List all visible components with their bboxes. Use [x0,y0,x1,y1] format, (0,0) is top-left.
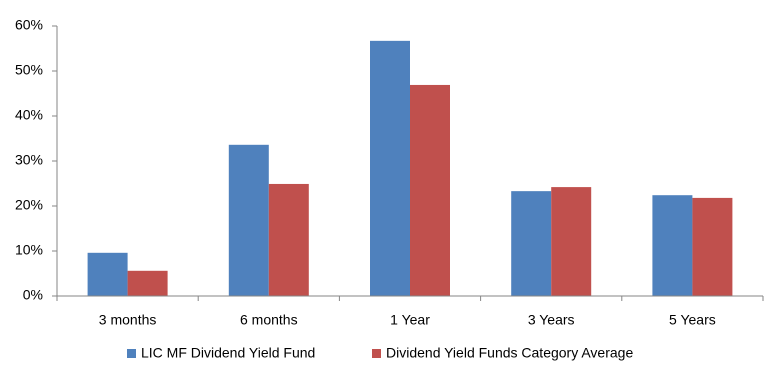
bar [268,183,309,296]
y-tick-label: 0% [23,287,43,303]
bar [370,40,410,296]
bar [511,191,552,296]
legend-label: Dividend Yield Funds Category Average [386,345,633,361]
bar [652,195,693,296]
bar [127,270,168,296]
x-tick-label: 1 Year [390,312,430,328]
y-tick-label: 30% [15,152,43,168]
bar [410,84,450,296]
y-tick-label: 20% [15,197,43,213]
bar [87,252,128,296]
legend-swatch [372,349,381,358]
x-tick-label: 3 months [99,312,157,328]
bar [692,197,733,296]
legend-label: LIC MF Dividend Yield Fund [141,345,315,361]
x-tick-label: 3 Years [528,312,575,328]
y-tick-label: 10% [15,242,43,258]
bar [551,187,592,296]
y-tick-label: 40% [15,107,43,123]
bar [228,144,269,296]
x-tick-label: 5 Years [669,312,716,328]
legend-swatch [127,349,136,358]
y-tick-label: 60% [15,17,43,33]
x-tick-label: 6 months [240,312,298,328]
y-tick-label: 50% [15,62,43,78]
